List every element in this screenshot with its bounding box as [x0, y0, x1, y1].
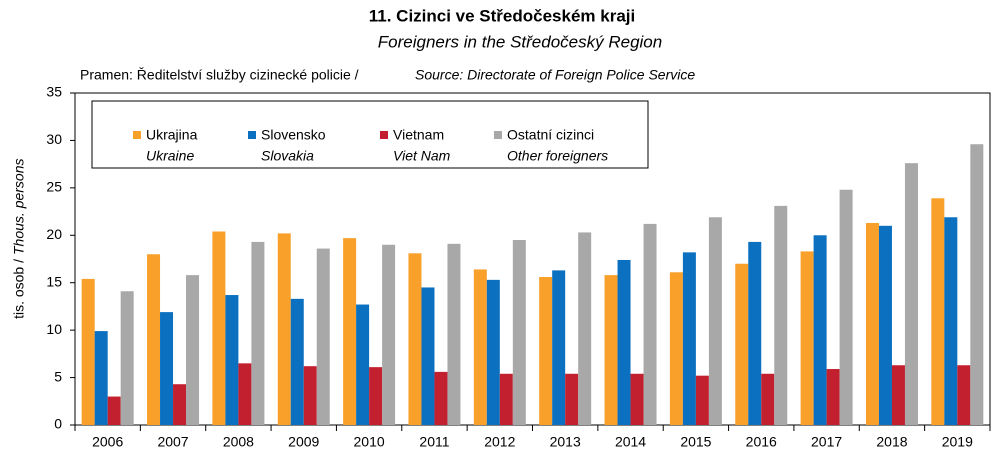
bar: [434, 371, 448, 425]
bar: [617, 259, 631, 425]
bar: [904, 163, 918, 426]
bar: [107, 396, 121, 425]
x-tick-label: 2013: [550, 434, 581, 450]
x-tick-label: 2019: [942, 434, 973, 450]
x-tick-label: 2015: [680, 434, 711, 450]
bar: [277, 233, 291, 425]
bar: [774, 205, 788, 425]
legend-label-en: Ukraine: [146, 148, 194, 164]
legend-swatch: [248, 131, 256, 139]
y-tick-label: 0: [54, 416, 62, 432]
bar: [512, 240, 526, 425]
legend-label-en: Other foreigners: [507, 148, 608, 164]
y-axis-label: tis. osob /: [11, 259, 27, 319]
bar: [251, 241, 265, 425]
bar: [160, 312, 174, 425]
bar: [408, 253, 422, 425]
legend-label: Ostatní cizinci: [507, 127, 594, 143]
source: Pramen: Ředitelství služby cizinecké pol…: [80, 67, 359, 83]
bar: [878, 225, 892, 425]
y-tick-label: 15: [46, 273, 62, 289]
legend-label: Ukrajina: [146, 127, 198, 143]
y-tick-label: 30: [46, 131, 62, 147]
bar: [748, 241, 762, 425]
bar: [970, 144, 984, 426]
y-axis-label-en: Thous. persons: [11, 159, 27, 256]
bar: [499, 373, 513, 425]
bar: [343, 238, 357, 425]
bar: [81, 278, 95, 425]
bar: [578, 232, 592, 425]
legend-swatch: [133, 131, 141, 139]
bar: [120, 291, 134, 425]
bar: [669, 272, 683, 425]
bar: [369, 367, 383, 425]
bar: [800, 251, 814, 425]
bar: [630, 373, 644, 425]
x-tick-label: 2014: [615, 434, 646, 450]
chart-title: 11. Cizinci ve Středočeském kraji: [369, 6, 635, 25]
bar: [891, 365, 905, 425]
bar: [303, 366, 317, 425]
bar: [290, 298, 304, 425]
x-tick-label: 2006: [92, 434, 123, 450]
bar: [238, 363, 252, 425]
x-tick-label: 2018: [876, 434, 907, 450]
bar: [813, 235, 827, 425]
source-en: Source: Directorate of Foreign Police Se…: [415, 67, 695, 83]
legend-swatch: [494, 131, 502, 139]
bar: [761, 373, 775, 425]
x-tick-label: 2007: [157, 434, 188, 450]
bar: [944, 217, 958, 425]
legend-label-en: Viet Nam: [393, 148, 451, 164]
bar: [382, 244, 396, 425]
y-tick-label: 25: [46, 179, 62, 195]
bar: [695, 375, 709, 425]
y-tick-label: 10: [46, 321, 62, 337]
x-tick-label: 2010: [354, 434, 385, 450]
bar: [316, 248, 330, 425]
y-tick-label: 20: [46, 226, 62, 242]
legend-label-en: Slovakia: [261, 148, 314, 164]
x-tick-label: 2012: [484, 434, 515, 450]
y-tick-label: 35: [46, 84, 62, 100]
legend-swatch: [380, 131, 388, 139]
x-tick-label: 2011: [419, 434, 449, 450]
bar: [708, 217, 722, 425]
bar: [957, 365, 971, 425]
bar: [682, 252, 696, 425]
bar: [865, 222, 879, 425]
bar: [735, 263, 749, 425]
chart-subtitle: Foreigners in the Středočeský Region: [378, 32, 662, 51]
bar: [94, 331, 108, 425]
y-tick-label: 5: [54, 368, 62, 384]
bar: [212, 231, 226, 425]
bar: [447, 243, 461, 425]
bar: [604, 275, 618, 425]
bar: [225, 295, 239, 425]
bar: [643, 223, 657, 425]
bar: [565, 373, 579, 425]
bar: [486, 279, 500, 425]
bar: [421, 287, 435, 425]
x-tick-label: 2016: [746, 434, 777, 450]
bar: [552, 270, 566, 425]
legend-box: [91, 100, 649, 169]
bar: [473, 269, 487, 425]
bar: [931, 198, 945, 425]
bar: [356, 304, 370, 425]
bar: [173, 384, 187, 425]
bar: [186, 275, 200, 425]
x-tick-label: 2008: [223, 434, 254, 450]
legend-label: Slovensko: [261, 127, 326, 143]
bar: [539, 277, 553, 425]
legend-label: Vietnam: [393, 127, 444, 143]
bar: [839, 189, 853, 425]
x-tick-label: 2009: [288, 434, 319, 450]
bar: [147, 254, 161, 425]
bar: [826, 369, 840, 425]
x-tick-label: 2017: [811, 434, 842, 450]
